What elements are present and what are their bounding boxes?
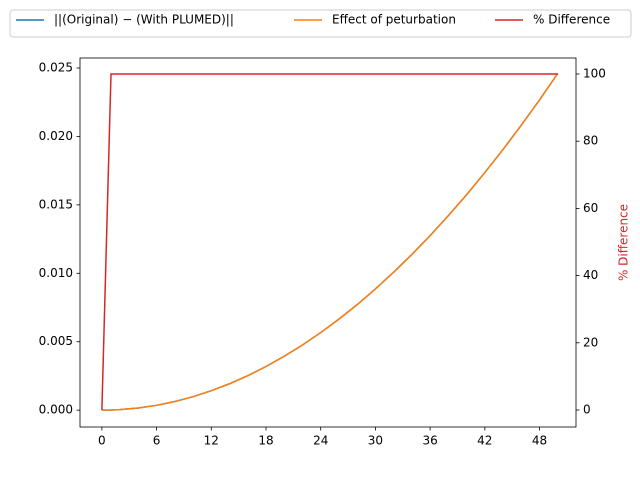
y-tick-label: 0.005 — [39, 334, 73, 348]
y-tick-label: 0.010 — [39, 266, 73, 280]
series-line — [101, 73, 558, 411]
x-tick-label: 12 — [204, 434, 219, 448]
y-tick-label: 0.015 — [39, 197, 73, 211]
x-tick-label: 24 — [313, 434, 328, 448]
legend-label: % Difference — [533, 13, 610, 27]
y-tick-label: 0.020 — [39, 129, 73, 143]
x-tick-label: 0 — [98, 434, 106, 448]
y2-axis-label: % Difference — [617, 204, 631, 281]
legend-label: ||(Original) − (With PLUMED)|| — [54, 13, 234, 27]
x-tick-label: 6 — [153, 434, 161, 448]
plot-frame — [79, 57, 577, 428]
legend-box — [9, 9, 632, 38]
y-tick-label: 0.025 — [39, 60, 73, 74]
y2-tick-label: 80 — [583, 134, 598, 148]
x-tick-label: 18 — [258, 434, 273, 448]
y2-tick-label: 40 — [583, 268, 598, 282]
y2-tick-label: 20 — [583, 335, 598, 349]
y2-tick-label: 100 — [583, 66, 606, 80]
y-tick-label: 0.000 — [39, 403, 73, 417]
y2-tick-label: 0 — [583, 402, 591, 416]
y2-tick-label: 60 — [583, 201, 598, 215]
x-tick-label: 48 — [532, 434, 547, 448]
x-tick-label: 42 — [477, 434, 492, 448]
series-line — [101, 73, 559, 411]
x-tick-label: 30 — [368, 434, 383, 448]
legend-label: Effect of peturbation — [332, 13, 456, 27]
x-tick-label: 36 — [422, 434, 437, 448]
